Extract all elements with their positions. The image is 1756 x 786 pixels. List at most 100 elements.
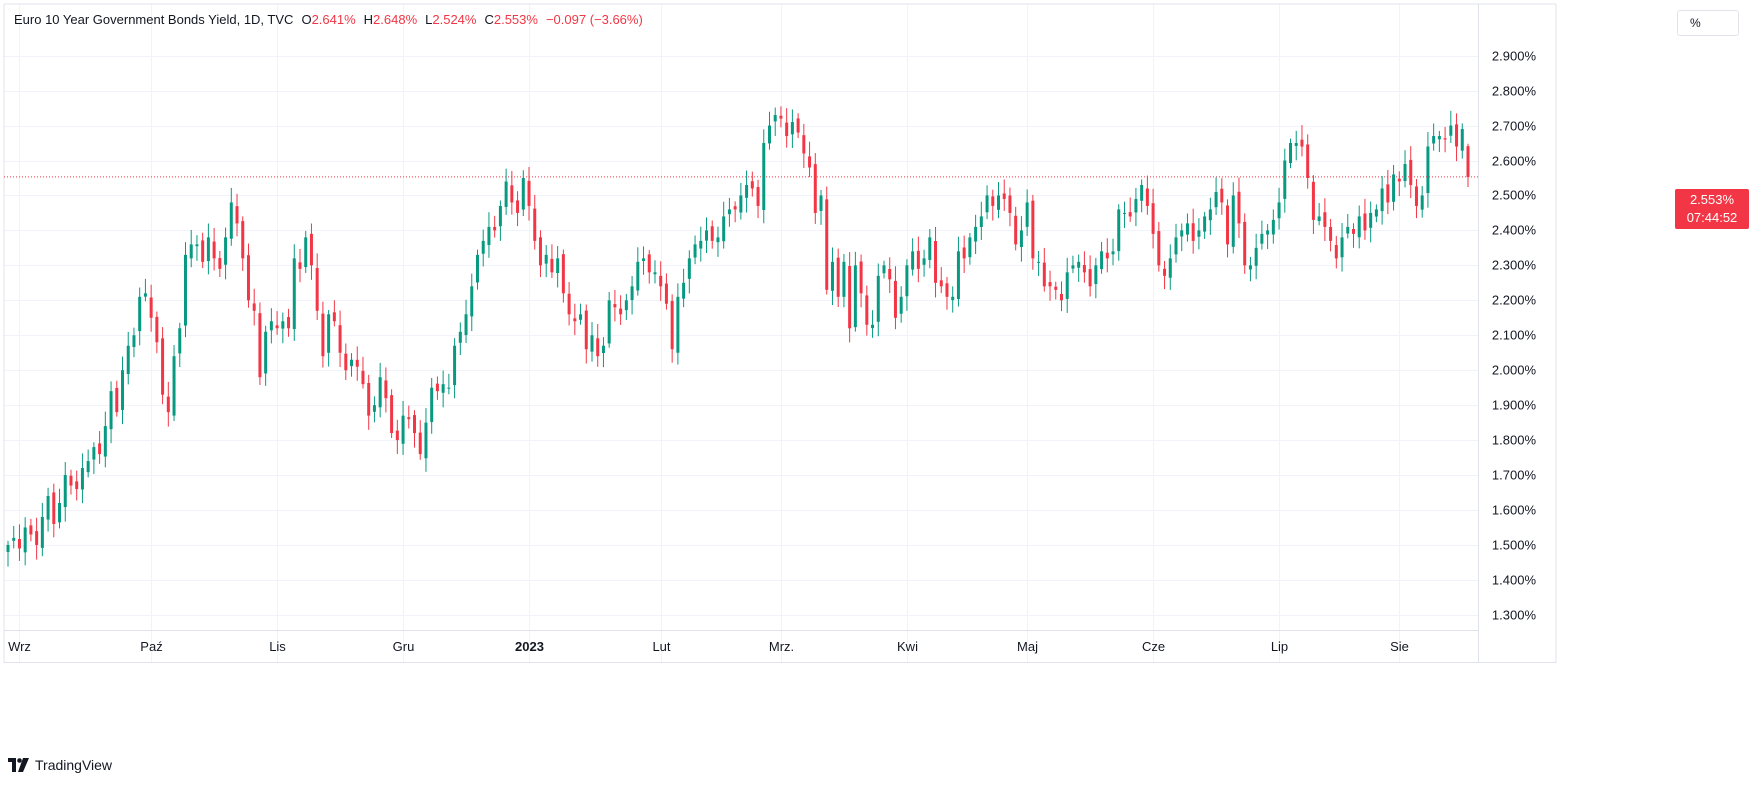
candle (1437, 130, 1441, 153)
candle (252, 288, 256, 326)
candle (601, 337, 605, 368)
candle (1294, 130, 1298, 161)
x-tick-label: Paź (140, 639, 162, 654)
candle (161, 327, 165, 405)
candle (80, 453, 84, 504)
candle (813, 153, 817, 224)
candle (1002, 179, 1006, 211)
candle (607, 291, 611, 348)
candle (1094, 257, 1098, 299)
candle (716, 226, 720, 257)
candle (945, 276, 949, 310)
chart-legend: Euro 10 Year Government Bonds Yield, 1D,… (14, 12, 643, 27)
candle (636, 247, 640, 296)
candle (573, 303, 577, 336)
candle (235, 193, 239, 237)
x-tick-label: Lis (269, 639, 286, 654)
candle (1432, 123, 1436, 151)
candle (544, 245, 548, 278)
percent-scale-button[interactable]: % (1677, 10, 1739, 36)
candle (1151, 188, 1155, 249)
candle (115, 380, 119, 417)
candle (498, 200, 502, 241)
candle (98, 431, 102, 464)
close-label: C (484, 12, 494, 27)
candle (882, 260, 886, 279)
candle (1157, 221, 1161, 272)
candle (384, 367, 388, 413)
candle (722, 201, 726, 249)
candle (567, 282, 571, 326)
y-tick-label: 1.500% (1492, 538, 1537, 553)
candle (899, 286, 903, 323)
candle (596, 324, 600, 367)
candle (178, 322, 182, 368)
candle (309, 223, 313, 280)
candle (458, 322, 462, 355)
candle (86, 449, 90, 478)
y-tick-label: 2.500% (1492, 188, 1537, 203)
candle (304, 230, 308, 273)
candle (350, 353, 354, 377)
candle (1008, 187, 1012, 227)
candle (1014, 206, 1018, 251)
candle (418, 420, 422, 460)
candle (1329, 218, 1333, 252)
candle (132, 327, 136, 358)
candles (4, 106, 1478, 567)
candle (1414, 179, 1418, 219)
candle (430, 377, 434, 434)
candle (121, 356, 125, 425)
candle (705, 217, 709, 254)
candle (183, 242, 187, 338)
candle (92, 442, 96, 474)
candle (865, 285, 869, 336)
candle (1019, 216, 1023, 262)
close-value: 2.553% (493, 12, 538, 27)
candle (1231, 182, 1235, 254)
candle (1351, 223, 1355, 248)
candle (727, 197, 731, 227)
candle (1025, 189, 1029, 236)
candle (647, 250, 651, 284)
candle (435, 376, 439, 400)
candle (962, 235, 966, 274)
candle (934, 226, 938, 298)
candle (1082, 251, 1086, 283)
price-axis-labels[interactable]: 2.900% 2.800% 2.700% 2.600% 2.500% 2.400% 2.30… (1492, 49, 1537, 623)
candle (372, 396, 376, 423)
y-tick-label: 2.600% (1492, 154, 1537, 169)
symbol-title[interactable]: Euro 10 Year Government Bonds Yield, 1D,… (14, 12, 294, 27)
candle (487, 212, 491, 258)
candle (172, 345, 176, 422)
candle (441, 370, 445, 408)
candle (985, 185, 989, 220)
x-tick-label: Wrz (8, 639, 31, 654)
y-tick-label: 1.400% (1492, 573, 1537, 588)
candle (876, 263, 880, 337)
y-tick-label: 2.400% (1492, 223, 1537, 238)
candle (630, 275, 634, 315)
candle (189, 229, 193, 268)
candle (1237, 177, 1241, 239)
candle (733, 201, 737, 223)
bar-countdown: 07:44:52 (1686, 210, 1738, 225)
candle (1455, 113, 1459, 162)
y-tick-label: 2.200% (1492, 293, 1537, 308)
candle (1117, 204, 1121, 261)
candle (298, 249, 302, 283)
candle (1340, 223, 1344, 272)
candle (1059, 281, 1063, 312)
brand-name: TradingView (35, 757, 113, 773)
candle (1300, 125, 1304, 157)
candle (58, 488, 62, 529)
low-value: 2.524% (432, 12, 477, 27)
tradingview-brand[interactable]: TradingView (8, 757, 112, 773)
candle (1111, 238, 1115, 266)
x-tick-label: Cze (1142, 639, 1165, 654)
candle (825, 186, 829, 295)
candle (1392, 164, 1396, 211)
last-price-tag: 2.553% 07:44:52 (1675, 189, 1749, 229)
time-axis-labels[interactable]: Wrz Paź Lis Gru 2023 Lut Mrz. Kwi Maj Cze Lip Sie (8, 639, 1409, 654)
